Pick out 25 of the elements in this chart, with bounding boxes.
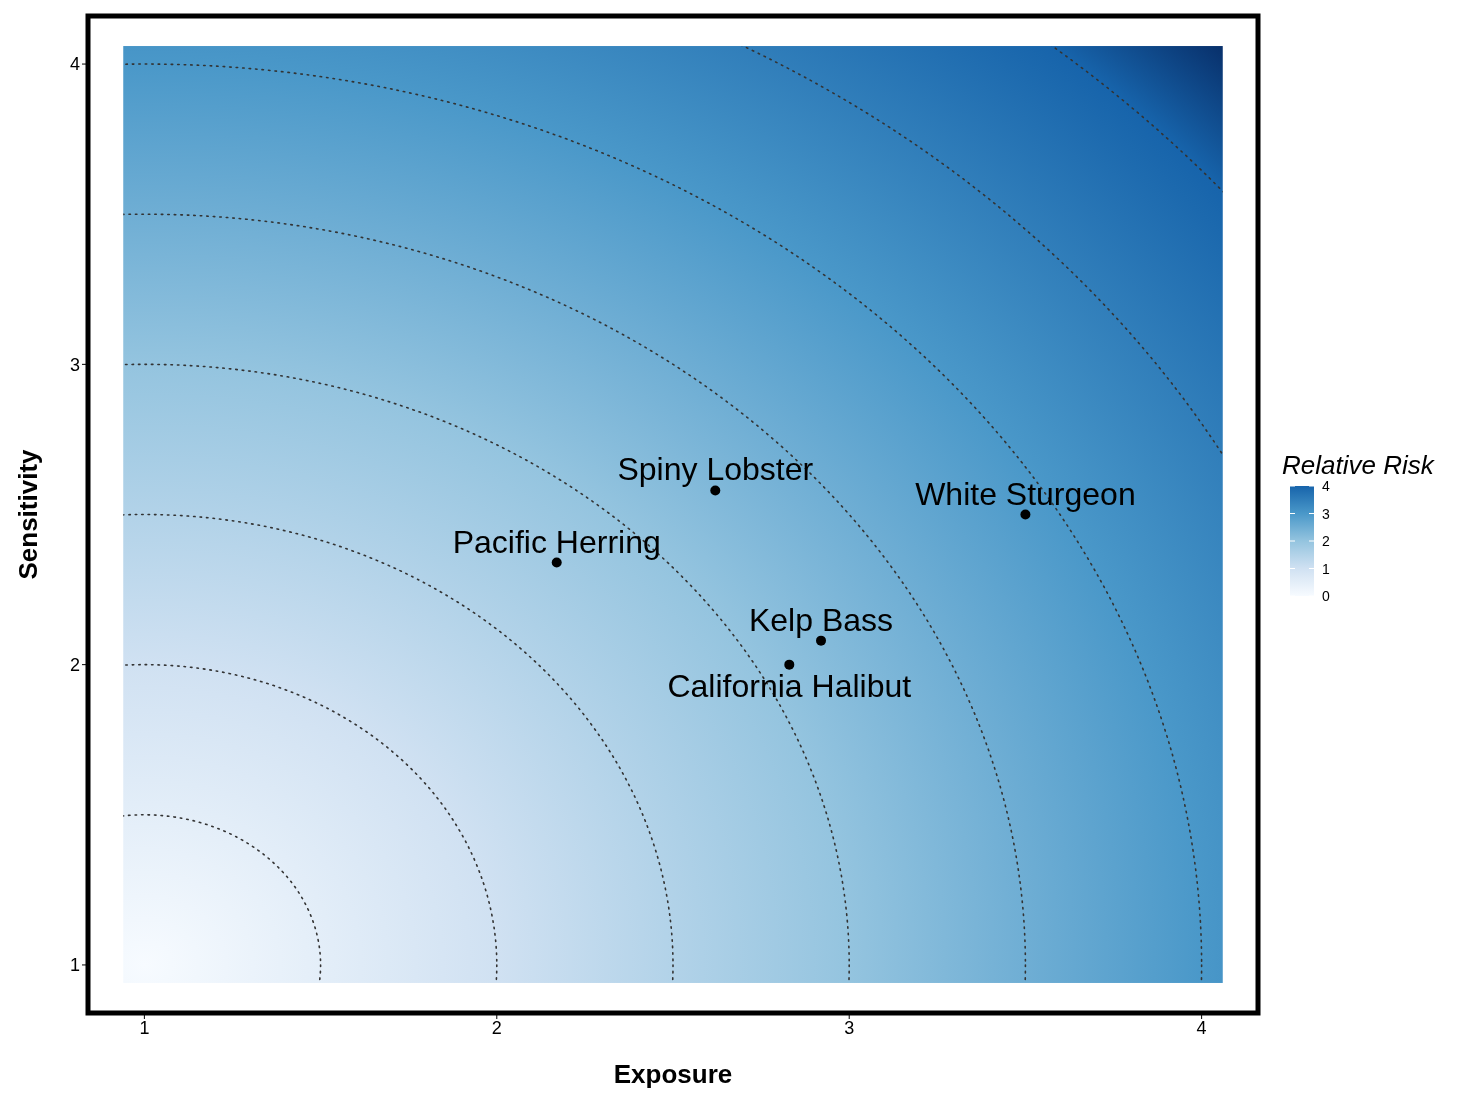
annotation: Pacific Herring [452, 523, 661, 560]
y-axis-title: Sensitivity [13, 448, 44, 580]
point [816, 635, 827, 646]
color-bar-label: 1 [1322, 560, 1330, 577]
annotation: Spiny Lobster [617, 451, 814, 488]
y-tick-label: 4 [69, 54, 80, 75]
scale-legend: 0 1 2 3 4 [1289, 478, 1330, 604]
point [784, 659, 795, 670]
y-tick-label: 2 [69, 655, 80, 676]
x-tick-label: 3 [844, 1017, 855, 1038]
color-bar-label: 2 [1322, 533, 1330, 549]
annotation: Kelp Bass [748, 601, 894, 638]
y-tick-label: 3 [69, 354, 80, 375]
annotation: White Sturgeon [915, 475, 1136, 512]
color-bar-title: Relative Risk [1282, 450, 1436, 480]
x-tick-label: 2 [491, 1017, 502, 1038]
color-bar-label: 0 [1322, 588, 1330, 604]
annotation: California Halibut [667, 667, 912, 704]
x-axis-title: Exposure [613, 1059, 733, 1089]
x-tick-label: 1 [139, 1017, 150, 1038]
color-bar-label: 3 [1322, 505, 1330, 522]
color-bar-label: 4 [1322, 478, 1330, 494]
y-tick-label: 1 [69, 955, 80, 976]
point [710, 485, 721, 496]
x-tick-label: 4 [1196, 1017, 1207, 1038]
